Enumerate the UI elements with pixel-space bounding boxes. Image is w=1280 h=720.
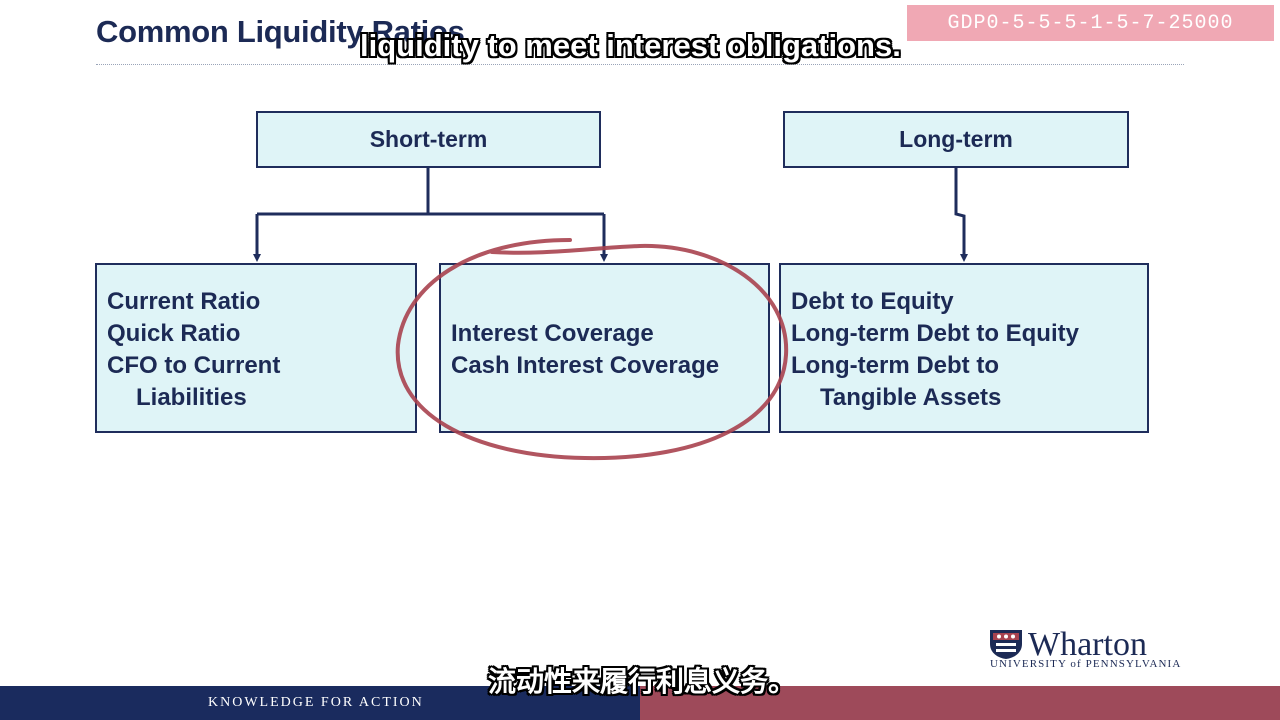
- ratio-item: Liabilities: [136, 384, 247, 411]
- footer-bar-right: [640, 686, 1280, 720]
- logo-subtitle: UNIVERSITY of PENNSYLVANIA: [990, 658, 1182, 670]
- subtitle-english: liquidity to meet interest obligations.: [360, 28, 901, 63]
- university-shield-icon: [990, 630, 1022, 659]
- ratio-item: Debt to Equity: [791, 288, 954, 315]
- slide-title: Common Liquidity Ratios: [96, 14, 465, 49]
- ratio-item: Quick Ratio: [107, 320, 241, 347]
- long-term-label: Long-term: [899, 126, 1013, 152]
- ratio-item: CFO to Current: [107, 352, 281, 379]
- ratio-item: Long-term Debt to: [791, 352, 999, 379]
- long-term-solvency-box: Debt to Equity Long-term Debt to Equity …: [779, 263, 1149, 433]
- footer-bar-left: KNOWLEDGE FOR ACTION: [0, 686, 640, 720]
- ratio-item: Current Ratio: [107, 288, 261, 315]
- highlight-circle: [395, 238, 789, 461]
- interest-coverage-box: Interest Coverage Cash Interest Coverage: [439, 263, 770, 433]
- wharton-logo: Wharton UNIVERSITY of PENNSYLVANIA: [988, 626, 1193, 674]
- ratio-item: Long-term Debt to Equity: [791, 320, 1079, 347]
- footer-tagline: KNOWLEDGE FOR ACTION: [208, 695, 424, 710]
- title-divider: [96, 64, 1184, 65]
- watermark-text: GDP0-5-5-5-1-5-7-25000: [947, 11, 1234, 35]
- short-term-box: Short-term: [256, 111, 601, 168]
- short-term-liquidity-box: Current Ratio Quick Ratio CFO to Current…: [95, 263, 417, 433]
- watermark-overlay: GDP0-5-5-5-1-5-7-25000: [907, 5, 1274, 41]
- subtitle-chinese: 流动性来履行利息义务。: [488, 666, 797, 697]
- ratio-item: Cash Interest Coverage: [451, 352, 720, 379]
- ratio-item: Interest Coverage: [451, 320, 654, 347]
- ratio-item: Tangible Assets: [820, 384, 1002, 411]
- arrow-to-long-term-solvency: [954, 168, 968, 262]
- long-term-box: Long-term: [783, 111, 1129, 168]
- short-term-label: Short-term: [369, 126, 488, 152]
- logo-wordmark: Wharton: [1028, 626, 1147, 663]
